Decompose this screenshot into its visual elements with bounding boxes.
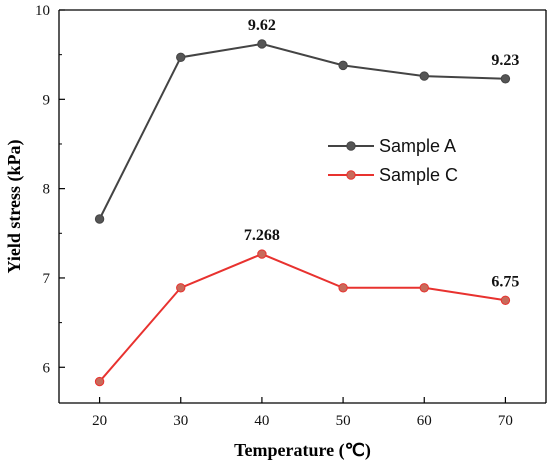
data-point (176, 52, 186, 63)
x-tick-label: 40 (254, 413, 269, 429)
data-point (338, 283, 348, 293)
legend-marker-sample-a (346, 141, 356, 151)
data-point (94, 376, 105, 387)
legend-item-sample-a: Sample A (328, 136, 456, 156)
x-tick-label: 70 (498, 413, 513, 429)
legend-item-sample-c: Sample C (328, 165, 458, 185)
data-label: 7.268 (244, 227, 280, 244)
data-point (257, 39, 267, 49)
data-point (500, 74, 511, 84)
data-point (500, 295, 511, 305)
x-ticks: 20 30 40 50 60 70 (92, 397, 513, 429)
legend-label-sample-c: Sample C (379, 165, 458, 185)
y-tick-label: 10 (35, 3, 50, 19)
y-tick-label: 8 (43, 182, 51, 198)
data-labels: 9.62 9.23 7.268 6.75 (244, 17, 520, 290)
data-label: 9.23 (491, 52, 519, 69)
x-tick-label: 30 (173, 413, 188, 429)
data-label: 6.75 (491, 273, 519, 290)
x-tick-label: 60 (417, 413, 432, 429)
x-tick-label: 20 (92, 413, 107, 429)
y-tick-label: 7 (43, 271, 51, 287)
legend: Sample A Sample C (328, 136, 458, 185)
data-label: 9.62 (248, 17, 276, 34)
series-line-1 (98, 252, 506, 383)
y-tick-label: 9 (43, 92, 51, 108)
x-axis-title: Temperature (℃) (234, 440, 371, 461)
legend-label-sample-a: Sample A (379, 136, 456, 156)
data-point (176, 283, 186, 293)
series-line-0 (98, 42, 506, 220)
data-point (338, 60, 348, 71)
plot-area: 20 30 40 50 60 70 6 7 8 9 10 9.62 9.23 7.268 6.75 (35, 3, 547, 429)
series-layer (94, 39, 511, 387)
y-tick-label: 6 (43, 360, 51, 376)
y-ticks: 6 7 8 9 10 (35, 3, 65, 376)
data-point (419, 71, 429, 81)
legend-marker-sample-c (346, 170, 356, 180)
x-tick-label: 50 (336, 413, 351, 429)
data-point (257, 249, 267, 259)
data-point (94, 214, 105, 224)
y-axis-title: Yield stress (kPa) (4, 140, 25, 274)
data-point (419, 283, 429, 293)
